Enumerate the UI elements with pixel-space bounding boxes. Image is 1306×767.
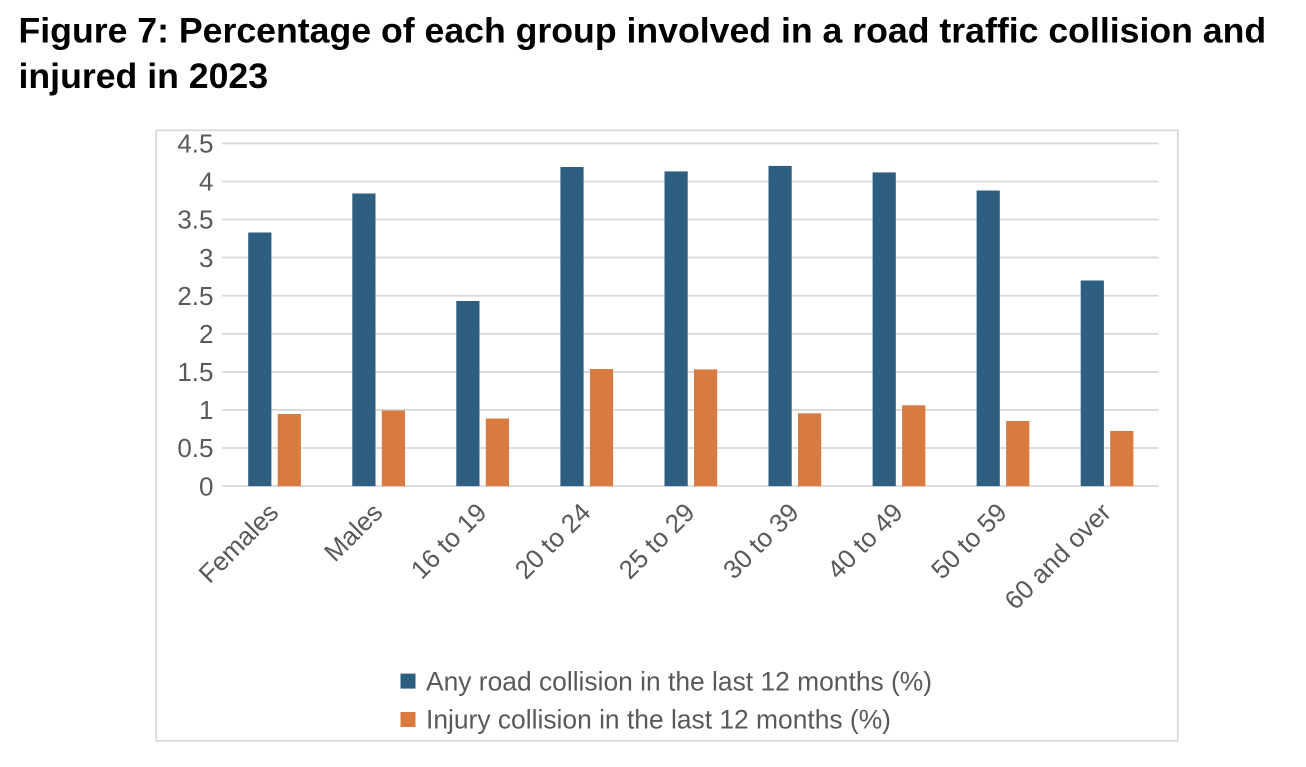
svg-text:0.5: 0.5 <box>177 433 213 463</box>
svg-text:4.5: 4.5 <box>177 129 213 159</box>
svg-text:1.5: 1.5 <box>177 357 213 387</box>
svg-text:3: 3 <box>199 243 213 273</box>
svg-text:0: 0 <box>199 471 213 501</box>
svg-text:injured in 2023: injured in 2023 <box>19 56 269 96</box>
svg-text:3.5: 3.5 <box>177 205 213 235</box>
svg-text:4: 4 <box>199 167 213 197</box>
svg-text:Injury collision in the last 1: Injury collision in the last 12 months (… <box>426 704 891 734</box>
svg-text:2: 2 <box>199 319 213 349</box>
svg-text:Figure 7: Percentage of each g: Figure 7: Percentage of each group invol… <box>19 10 1267 50</box>
svg-text:2.5: 2.5 <box>177 281 213 311</box>
svg-text:1: 1 <box>199 395 213 425</box>
svg-text:Any road collision in the last: Any road collision in the last 12 months… <box>426 666 932 696</box>
